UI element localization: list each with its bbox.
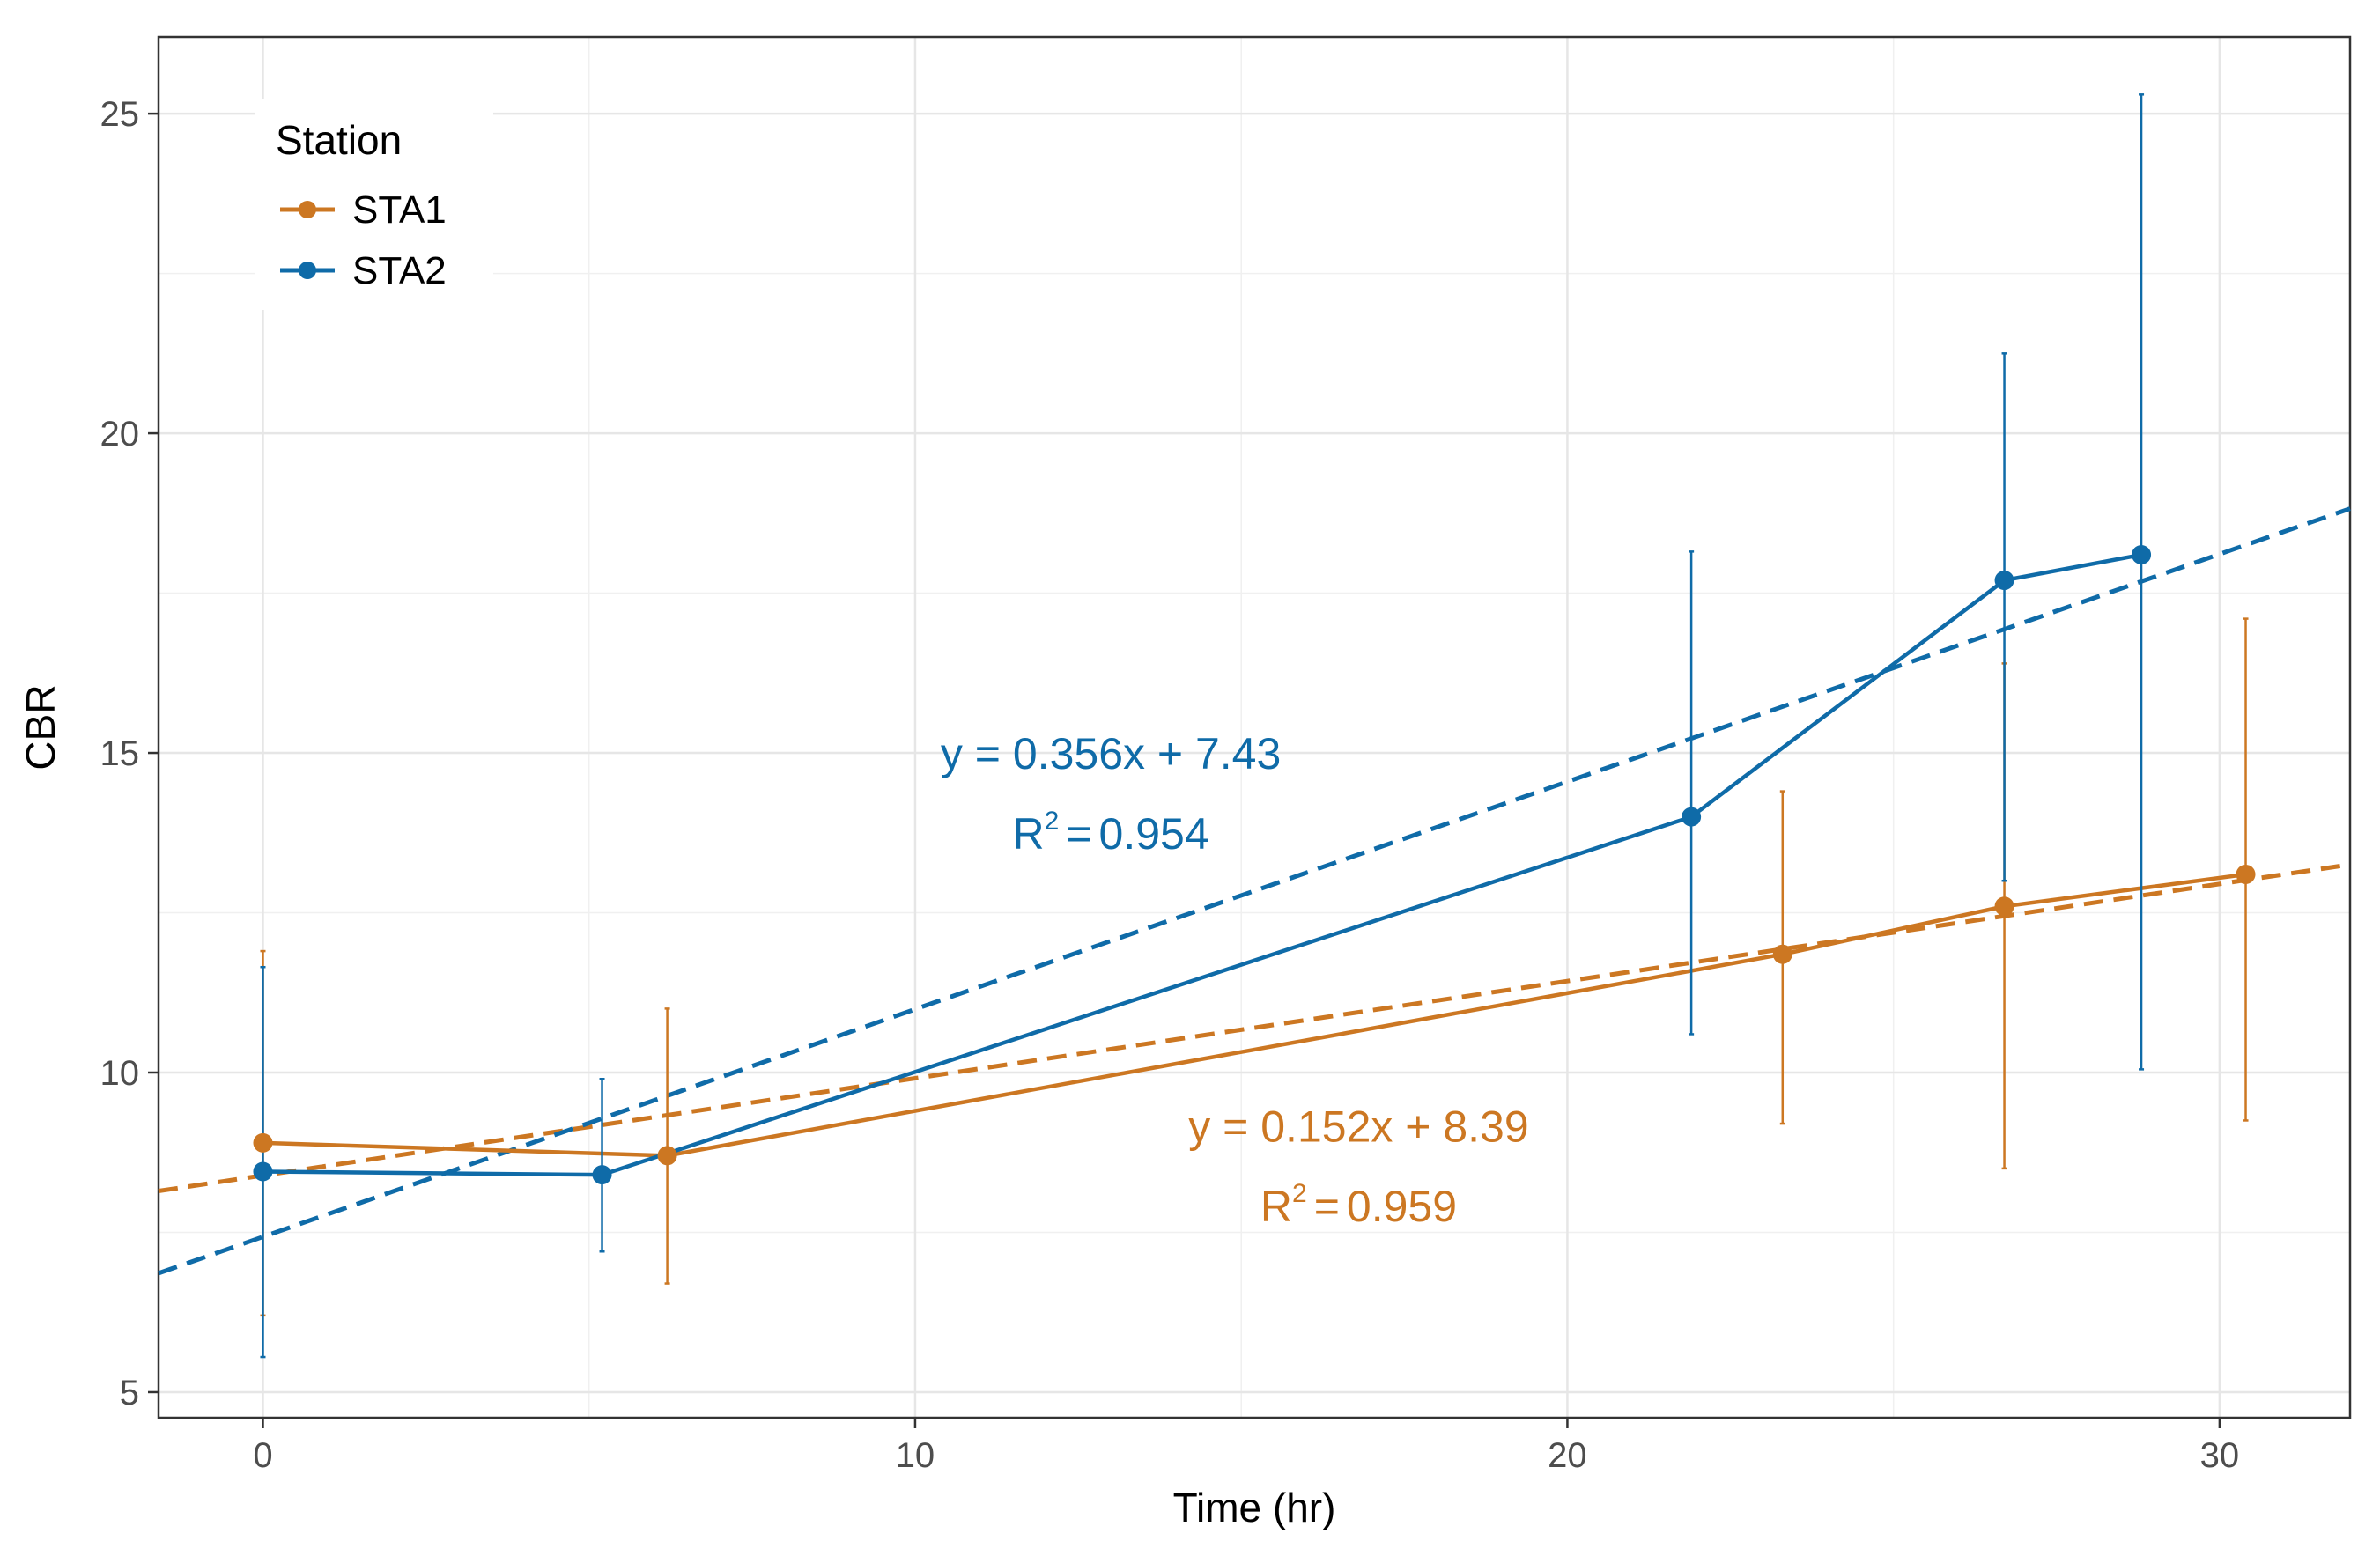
sta1-data-point bbox=[2236, 864, 2256, 884]
sta1-r-squared: R2 = 0.959 bbox=[1260, 1179, 1457, 1231]
sta1-data-point bbox=[1772, 944, 1792, 964]
legend-background bbox=[255, 99, 493, 310]
y-tick-label: 10 bbox=[100, 1054, 140, 1093]
x-tick-label: 30 bbox=[2200, 1436, 2240, 1475]
legend-item-sta1: STA1 bbox=[280, 188, 447, 232]
legend-key-point-sta2 bbox=[299, 262, 316, 279]
y-axis-title: CBR bbox=[18, 684, 63, 770]
data-points bbox=[253, 545, 2256, 1185]
error-bars bbox=[260, 93, 2249, 1359]
legend-label-sta2: STA2 bbox=[352, 249, 447, 292]
sta2-fit-line bbox=[158, 506, 2351, 1276]
sta1-data-point bbox=[657, 1146, 677, 1166]
x-tick-label: 0 bbox=[253, 1436, 272, 1475]
legend: Station STA1 STA2 bbox=[255, 99, 493, 310]
sta2-data-point bbox=[1994, 571, 2014, 591]
plot-panel-border bbox=[157, 35, 2352, 1419]
sta2-data-point bbox=[592, 1165, 612, 1185]
sta2-data-point bbox=[1682, 807, 1702, 827]
y-tick-label: 15 bbox=[100, 734, 140, 773]
legend-title: Station bbox=[276, 117, 402, 163]
legend-label-sta1: STA1 bbox=[352, 188, 447, 232]
sta1-fit-equation: y = 0.152x + 8.39 bbox=[1188, 1102, 1528, 1151]
y-tick-label: 25 bbox=[100, 95, 140, 134]
sta1-data-point bbox=[253, 1132, 273, 1153]
axis-ticks: 0 10 20 30 5 10 15 20 25 bbox=[100, 95, 2240, 1475]
major-gridlines bbox=[159, 37, 2350, 1418]
sta2-r-squared: R2 = 0.954 bbox=[1013, 807, 1209, 859]
sta2-data-point bbox=[253, 1161, 273, 1182]
x-tick-label: 10 bbox=[896, 1436, 935, 1475]
y-tick-label: 20 bbox=[100, 415, 140, 453]
regression-lines bbox=[158, 506, 2351, 1276]
x-tick-label: 20 bbox=[1548, 1436, 1587, 1475]
sta2-series-line bbox=[262, 552, 2142, 1177]
x-axis-title: Time (hr) bbox=[1173, 1485, 1336, 1530]
y-tick-label: 5 bbox=[120, 1374, 139, 1412]
sta1-data-point bbox=[1994, 896, 2014, 917]
sta1-fit-line bbox=[158, 862, 2351, 1194]
sta2-data-point bbox=[2132, 545, 2152, 564]
minor-gridlines bbox=[159, 37, 2350, 1418]
legend-key-point-sta1 bbox=[299, 201, 316, 218]
legend-item-sta2: STA2 bbox=[280, 249, 447, 292]
sta2-fit-equation: y = 0.356x + 7.43 bbox=[941, 729, 1281, 778]
